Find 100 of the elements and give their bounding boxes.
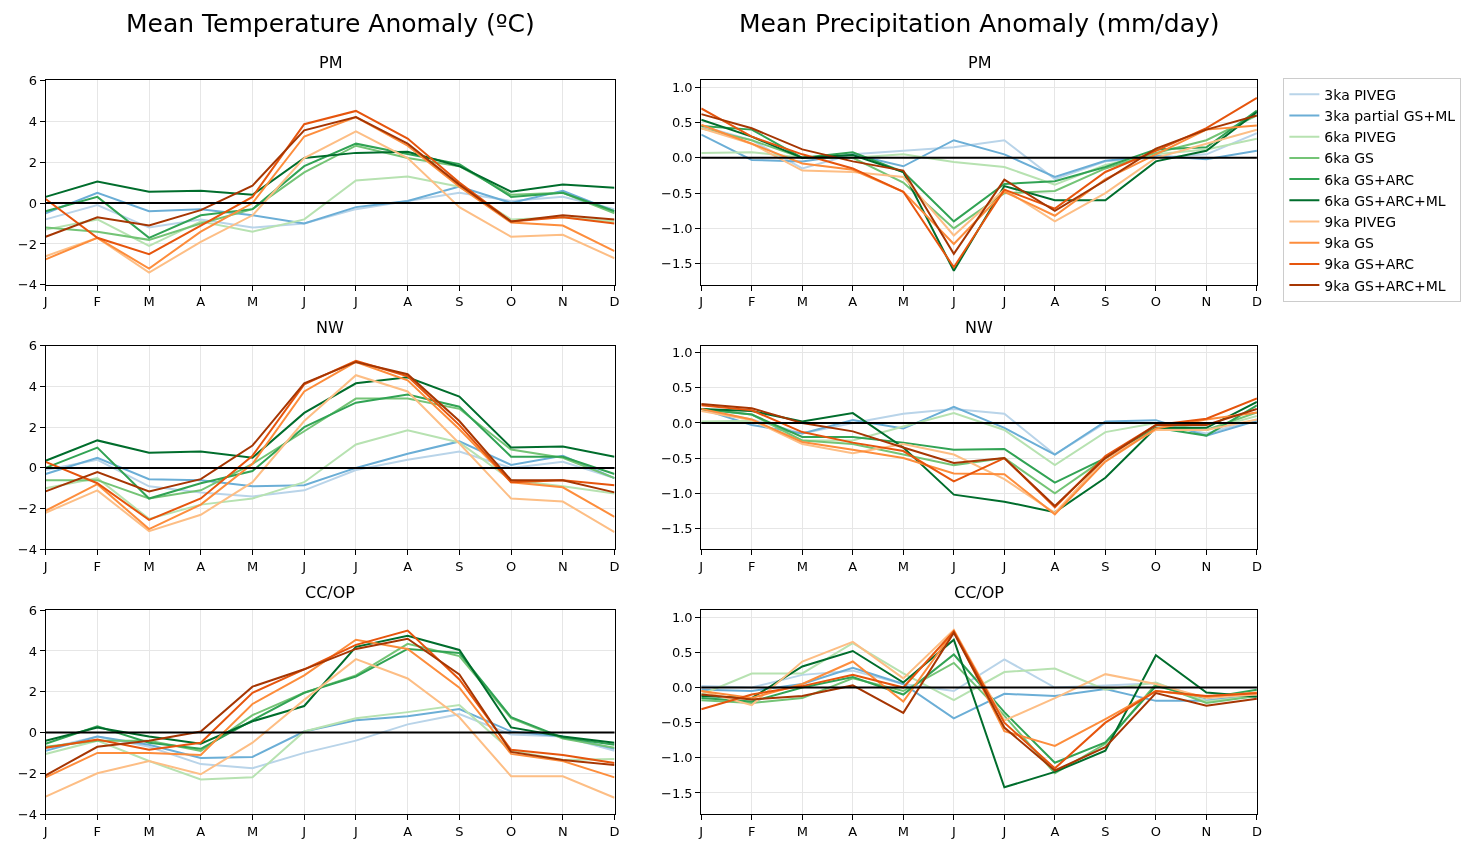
x-tick-label: J — [950, 294, 956, 310]
x-tick-label: F — [93, 823, 102, 839]
y-tick-label: 0.5 — [671, 644, 693, 660]
x-tick-label: J — [353, 559, 358, 575]
x-tick-label: D — [1251, 559, 1262, 575]
x-tick-label: M — [143, 559, 155, 575]
x-tick-label: S — [455, 294, 464, 310]
x-tick-label: N — [557, 823, 568, 839]
x-tick-label: S — [1101, 823, 1110, 839]
x-tick-label: O — [505, 294, 517, 310]
y-tick-label: −1.5 — [661, 520, 693, 536]
x-tick-label: J — [353, 823, 358, 839]
x-tick-label: M — [246, 559, 259, 575]
x-tick-label: J — [1001, 823, 1007, 839]
x-tick-label: F — [748, 823, 756, 839]
x-tick-label: F — [93, 559, 102, 575]
x-tick-label: N — [1201, 823, 1212, 839]
y-tick-label: 2 — [28, 154, 38, 170]
y-tick-label: −4 — [17, 542, 38, 558]
x-tick-label: J — [698, 559, 704, 575]
x-tick-label: O — [505, 823, 517, 839]
x-tick-label: J — [42, 823, 48, 839]
y-tick-label: −0.5 — [661, 715, 693, 731]
chart-subtitle: PM — [968, 53, 992, 72]
y-tick-label: 4 — [28, 113, 38, 129]
x-tick-label: J — [353, 294, 358, 310]
legend-label: 6ka PIVEG — [1324, 129, 1397, 146]
x-tick-label: J — [42, 559, 48, 575]
x-tick-label: J — [301, 823, 307, 839]
y-tick-label: 0.0 — [671, 415, 693, 431]
chart-title: Mean Precipitation Anomaly (mm/day) — [739, 9, 1220, 38]
y-tick-label: −1.5 — [661, 256, 693, 272]
x-tick-label: M — [897, 823, 909, 839]
x-tick-label: F — [748, 294, 756, 310]
y-tick-label: 4 — [28, 378, 38, 394]
x-tick-label: M — [246, 294, 259, 310]
x-tick-label: J — [950, 823, 956, 839]
y-tick-label: 0 — [28, 195, 38, 211]
legend-label: 9ka GS+ARC — [1324, 256, 1415, 273]
x-tick-label: A — [196, 559, 206, 575]
x-tick-label: J — [698, 823, 704, 839]
legend-label: 9ka PIVEG — [1324, 213, 1397, 230]
x-tick-label: N — [1201, 559, 1212, 575]
x-tick-label: S — [455, 823, 464, 839]
x-tick-label: D — [1251, 294, 1262, 310]
legend-label: 6ka GS — [1324, 150, 1375, 167]
y-tick-label: −2 — [17, 501, 38, 517]
x-tick-label: O — [1150, 294, 1161, 310]
x-tick-label: O — [1150, 559, 1161, 575]
x-tick-label: M — [796, 823, 808, 839]
x-tick-label: N — [557, 294, 568, 310]
line-series — [45, 150, 615, 198]
y-tick-label: −1.0 — [661, 485, 693, 501]
y-tick-label: −4 — [17, 277, 38, 293]
x-tick-label: A — [848, 294, 858, 310]
y-tick-label: 6 — [28, 338, 38, 354]
x-tick-label: J — [1001, 294, 1007, 310]
y-tick-label: −2 — [17, 236, 38, 252]
y-tick-label: 1.0 — [671, 609, 693, 625]
x-tick-label: A — [196, 294, 206, 310]
x-tick-label: A — [403, 823, 413, 839]
x-tick-label: A — [848, 823, 858, 839]
y-tick-label: −0.5 — [661, 185, 693, 201]
x-tick-label: D — [1251, 823, 1262, 839]
x-tick-label: J — [950, 559, 956, 575]
y-tick-label: −2 — [17, 765, 38, 781]
x-tick-label: J — [698, 294, 704, 310]
x-tick-label: J — [301, 559, 307, 575]
x-tick-label: A — [403, 559, 413, 575]
x-tick-label: M — [796, 294, 808, 310]
y-tick-label: 6 — [28, 602, 38, 618]
x-tick-label: A — [403, 294, 413, 310]
x-tick-label: S — [1101, 559, 1110, 575]
y-tick-label: −1.0 — [661, 750, 693, 766]
x-tick-label: N — [1201, 294, 1212, 310]
y-tick-label: −1.5 — [661, 785, 693, 801]
legend-label: 9ka GS+ARC+ML — [1324, 277, 1446, 294]
x-tick-label: S — [1101, 294, 1110, 310]
legend-label: 6ka GS+ARC — [1324, 171, 1415, 188]
x-tick-label: M — [143, 823, 155, 839]
x-tick-label: A — [848, 559, 858, 575]
legend-label: 9ka GS — [1324, 235, 1375, 252]
x-tick-label: M — [897, 294, 909, 310]
chart-subtitle: CC/OP — [305, 583, 356, 602]
y-tick-label: 4 — [28, 643, 38, 659]
x-tick-label: M — [897, 559, 909, 575]
y-tick-label: 0.0 — [671, 680, 693, 696]
y-tick-label: 0.5 — [671, 380, 693, 396]
line-series — [45, 376, 615, 462]
x-tick-label: M — [246, 823, 259, 839]
y-tick-label: −1.0 — [661, 220, 693, 236]
x-tick-label: F — [93, 294, 102, 310]
y-tick-label: 0.0 — [671, 150, 693, 166]
chart-subtitle: NW — [316, 318, 344, 337]
y-tick-label: 0 — [28, 460, 38, 476]
x-tick-label: A — [1050, 294, 1060, 310]
x-tick-label: J — [1001, 559, 1007, 575]
x-tick-label: D — [609, 294, 620, 310]
y-tick-label: 0 — [28, 725, 38, 741]
y-tick-label: 2 — [28, 684, 38, 700]
